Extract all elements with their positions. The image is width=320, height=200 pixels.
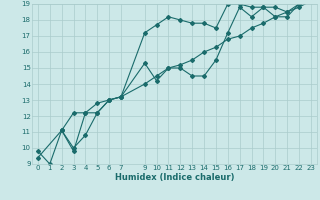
X-axis label: Humidex (Indice chaleur): Humidex (Indice chaleur) bbox=[115, 173, 234, 182]
